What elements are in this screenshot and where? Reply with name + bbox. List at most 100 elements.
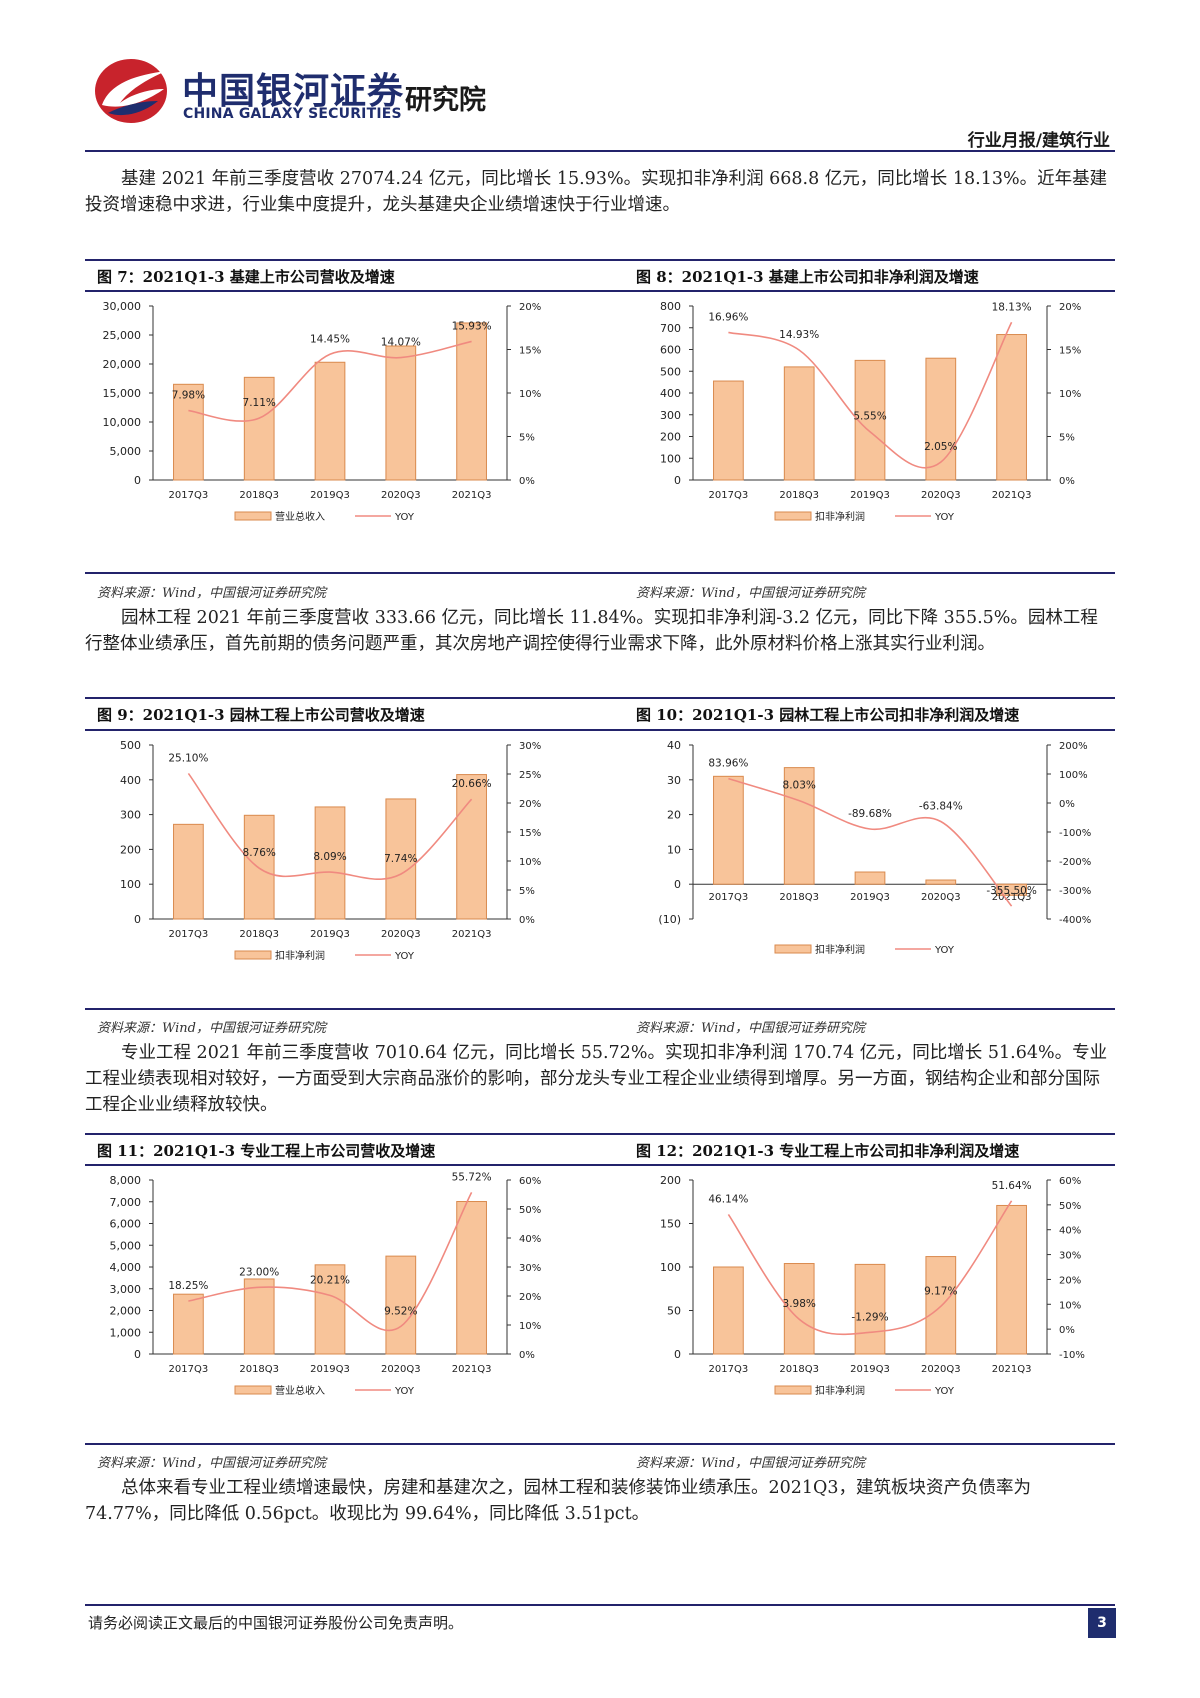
yoy-point-label: -355.50% bbox=[986, 885, 1037, 897]
left-tick-label: 40 bbox=[667, 739, 681, 752]
right-tick-label: 10% bbox=[1059, 389, 1081, 400]
category-label: 2017Q3 bbox=[169, 929, 209, 940]
figure-8-source: 资料来源：Wind，中国银河证券研究院 bbox=[636, 586, 865, 601]
left-tick-label: 0 bbox=[134, 1348, 141, 1361]
left-tick-label: 800 bbox=[660, 300, 681, 313]
left-tick-label: 150 bbox=[660, 1218, 681, 1231]
left-tick-label: 10,000 bbox=[103, 416, 142, 429]
category-label: 2019Q3 bbox=[310, 490, 350, 501]
bar bbox=[783, 767, 815, 885]
figure-11-chart: 0 1,000 2,000 3,000 4,000 5,000 6,000 7,000 8,00… bbox=[110, 1171, 542, 1397]
yoy-line bbox=[187, 772, 473, 881]
right-tick-label: 60% bbox=[1059, 1176, 1081, 1187]
legend-line-label: YOY bbox=[394, 512, 415, 523]
category-label: 2019Q3 bbox=[850, 490, 890, 501]
left-tick-label: 8,000 bbox=[110, 1174, 142, 1187]
bar bbox=[854, 1263, 886, 1355]
yoy-point-label: 15.93% bbox=[452, 320, 492, 332]
yoy-point-label: 14.07% bbox=[381, 337, 421, 349]
bar bbox=[243, 814, 275, 920]
right-tick-label: 0% bbox=[1059, 799, 1075, 810]
yoy-point-label: 20.21% bbox=[310, 1274, 350, 1286]
figure-rule-bottom bbox=[85, 729, 1115, 731]
left-tick-label: 100 bbox=[120, 878, 141, 891]
bar bbox=[314, 361, 346, 481]
logo-english-name: CHINA GALAXY SECURITIES bbox=[183, 106, 402, 122]
yoy-line bbox=[728, 321, 1013, 469]
right-tick-label: 30% bbox=[1059, 1251, 1081, 1262]
yoy-point-label: -1.29% bbox=[851, 1311, 888, 1323]
yoy-point-label: -89.68% bbox=[848, 808, 892, 820]
legend-bar-label: 扣非净利润 bbox=[815, 1384, 865, 1397]
right-tick-label: -300% bbox=[1059, 886, 1091, 897]
category-label: 2018Q3 bbox=[239, 929, 279, 940]
legend-bar-swatch bbox=[774, 1385, 812, 1395]
yoy-point-label: 9.17% bbox=[924, 1285, 957, 1297]
right-tick-label: 40% bbox=[519, 1234, 541, 1245]
right-tick-label: 50% bbox=[1059, 1201, 1081, 1212]
yoy-point-label: 16.96% bbox=[708, 311, 748, 323]
category-label: 2019Q3 bbox=[850, 1364, 890, 1375]
category-label: 2021Q3 bbox=[452, 1364, 492, 1375]
bar bbox=[173, 383, 204, 481]
category-label: 2017Q3 bbox=[709, 490, 749, 501]
legend-bar-label: 扣非净利润 bbox=[275, 949, 325, 962]
right-tick-label: 0% bbox=[519, 915, 535, 926]
category-label: 2020Q3 bbox=[921, 490, 961, 501]
right-tick-label: 10% bbox=[519, 1321, 541, 1332]
left-tick-label: 10 bbox=[667, 843, 681, 856]
right-tick-label: 0% bbox=[1059, 476, 1075, 487]
right-tick-label: 20% bbox=[1059, 302, 1081, 313]
category-label: 2019Q3 bbox=[310, 929, 350, 940]
paragraph-specialty: 专业工程 2021 年前三季度营收 7010.64 亿元，同比增长 55.72%… bbox=[85, 1043, 1108, 1115]
right-tick-label: 5% bbox=[519, 433, 535, 444]
right-tick-label: 60% bbox=[519, 1176, 541, 1187]
footer-disclaimer: 请务必阅读正文最后的中国银河证券股份公司免责声明。 bbox=[88, 1614, 464, 1632]
paragraph-infrastructure: 基建 2021 年前三季度营收 27074.24 亿元，同比增长 15.93%。… bbox=[85, 169, 1108, 215]
yoy-point-label: 14.45% bbox=[310, 333, 350, 345]
bar bbox=[713, 380, 744, 481]
left-tick-label: 1,000 bbox=[110, 1326, 142, 1339]
yoy-line bbox=[188, 1192, 473, 1332]
header-rule bbox=[85, 150, 1115, 152]
left-tick-label: 600 bbox=[660, 344, 681, 357]
category-label: 2020Q3 bbox=[381, 929, 421, 940]
left-tick-label: 400 bbox=[120, 774, 141, 787]
yoy-point-label: 3.98% bbox=[783, 1298, 816, 1310]
bar bbox=[456, 774, 487, 920]
legend-bar-label: 营业总收入 bbox=[275, 1384, 325, 1397]
header: 中国银河证券 CHINA GALAXY SECURITIES 研究院 行业月报/… bbox=[0, 0, 1200, 151]
figure-7-title: 图 7：2021Q1-3 基建上市公司营收及增速 bbox=[97, 268, 395, 286]
bar bbox=[456, 1201, 487, 1355]
category-label: 2018Q3 bbox=[779, 892, 819, 903]
bar bbox=[314, 806, 346, 920]
category-label: 2018Q3 bbox=[239, 1364, 279, 1375]
legend-bar-swatch bbox=[234, 950, 272, 960]
left-tick-label: 5,000 bbox=[110, 445, 142, 458]
category-label: 2017Q3 bbox=[169, 490, 209, 501]
bar bbox=[783, 366, 815, 481]
right-tick-label: 20% bbox=[519, 1292, 541, 1303]
left-tick-label: 50 bbox=[667, 1305, 681, 1318]
left-tick-label: 100 bbox=[660, 452, 681, 465]
category-label: 2017Q3 bbox=[709, 1364, 749, 1375]
right-tick-label: 100% bbox=[1059, 770, 1088, 781]
bar bbox=[243, 376, 275, 481]
yoy-line bbox=[728, 777, 1013, 907]
left-tick-label: 0 bbox=[134, 474, 141, 487]
figure-7-chart: 0 5,000 10,000 15,000 20,000 25,000 30,000 0% 5%… bbox=[103, 300, 542, 523]
galaxy-logo-icon bbox=[95, 59, 167, 123]
category-label: 2021Q3 bbox=[992, 892, 1032, 903]
yoy-point-label: 8.76% bbox=[243, 847, 276, 859]
yoy-point-label: 7.74% bbox=[384, 853, 417, 865]
left-tick-label: 700 bbox=[660, 322, 681, 335]
yoy-point-label: 2.05% bbox=[924, 441, 957, 453]
left-tick-label: 500 bbox=[660, 365, 681, 378]
left-tick-label: 4,000 bbox=[110, 1261, 142, 1274]
bar bbox=[996, 334, 1027, 481]
category-label: 2020Q3 bbox=[381, 490, 421, 501]
right-tick-label: 40% bbox=[1059, 1226, 1081, 1237]
left-tick-label: 5,000 bbox=[110, 1239, 142, 1252]
category-label: 2019Q3 bbox=[850, 892, 890, 903]
left-tick-label: 6,000 bbox=[110, 1218, 142, 1231]
